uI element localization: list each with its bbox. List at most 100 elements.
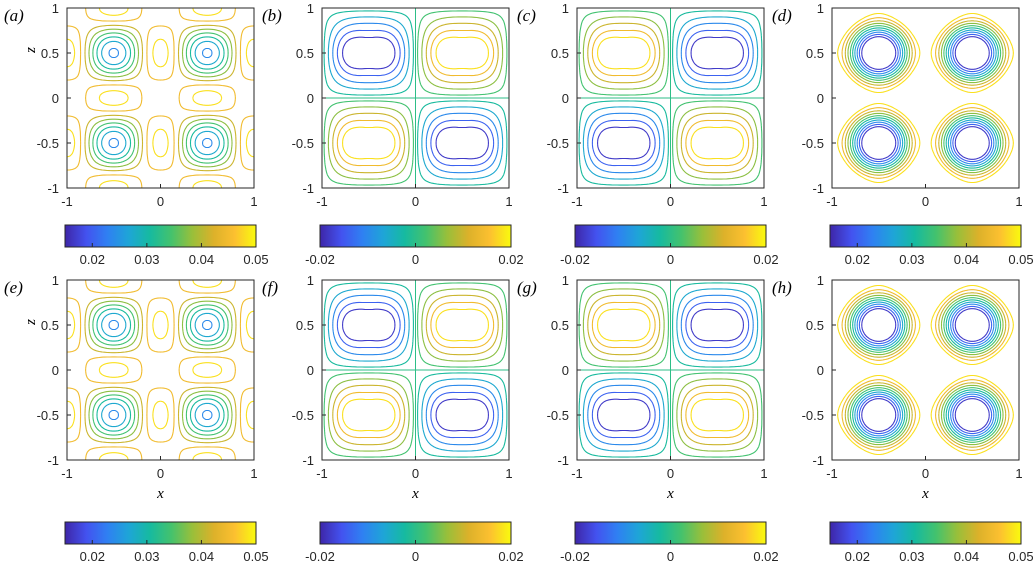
x-tick-label: 1 [760, 194, 767, 209]
colorbar-tick-label: 0.03 [134, 252, 159, 267]
contour-level [591, 29, 750, 167]
y-tick-label: -0.5 [292, 408, 314, 423]
x-tick-label: 0 [412, 194, 419, 209]
contour-level [587, 294, 754, 446]
colorbar-gradient [829, 521, 1022, 545]
x-tick-label: 0 [157, 466, 164, 481]
colorbar-tick-label: 0 [667, 549, 674, 564]
colorbar-tick-label: 0.03 [134, 549, 159, 564]
contour-level [837, 284, 1014, 456]
contour-level [88, 300, 233, 440]
contour-level [84, 296, 237, 444]
colorbar-gradient [64, 224, 257, 248]
contour-level [858, 33, 993, 163]
contour-level [578, 10, 763, 186]
x-tick-label: 0 [412, 466, 419, 481]
colorbar-tick-label: 0.02 [845, 549, 870, 564]
colorbar-tick-label: 0.02 [80, 252, 105, 267]
y-tick-label: -1 [47, 453, 59, 468]
contour-lines [323, 10, 508, 186]
colorbar-tick-label: -0.02 [560, 549, 590, 564]
contour-level [332, 22, 499, 174]
y-tick-label: -1 [557, 453, 569, 468]
contour-level [108, 47, 213, 149]
contour-level [591, 301, 750, 439]
contour-level [844, 292, 1007, 448]
contour-level [587, 22, 754, 174]
contour-level [852, 27, 999, 169]
x-tick-label: -1 [571, 466, 583, 481]
colorbar-tick-label: 0 [667, 252, 674, 267]
contour-lines [837, 12, 1014, 184]
contour-lines [67, 280, 254, 460]
y-tick-label: 1 [52, 273, 59, 288]
contour-level [854, 29, 997, 167]
y-tick-label: -1 [302, 181, 314, 196]
colorbar-tick-label: -0.02 [305, 252, 335, 267]
contour-level [108, 319, 213, 421]
contour-level [861, 36, 990, 160]
colorbar-tick-label: 0.04 [189, 252, 214, 267]
panel-d: -1 0 1 1 0.5 0 -0.5 -1 (d) 0.02 0.03 0.04 0.05 [772, 1, 1033, 267]
y-tick-label: -0.5 [547, 408, 569, 423]
contour-level [591, 29, 750, 167]
colorbar-gradient [64, 521, 257, 545]
contour-level [342, 36, 489, 160]
colorbar: 0.02 0.03 0.04 0.05 [64, 521, 269, 564]
panel-label: (f) [262, 278, 278, 297]
colorbar-tick-label: 0.02 [498, 549, 523, 564]
y-tick-label: 0.5 [296, 318, 314, 333]
x-tick-label: 1 [250, 466, 257, 481]
contour-lines [578, 282, 763, 458]
colorbar-tick-label: 0.05 [1008, 549, 1033, 564]
y-tick-label: 1 [562, 273, 569, 288]
contour-level [336, 301, 495, 439]
panel-label: (g) [517, 278, 537, 297]
panel-label: (a) [4, 6, 24, 25]
y-tick-label: 0 [52, 363, 59, 378]
colorbar-tick-label: 0.05 [243, 252, 268, 267]
x-tick-label: -1 [61, 466, 73, 481]
colorbar-tick-label: 0.02 [753, 549, 778, 564]
x-tick-label: -1 [316, 466, 328, 481]
y-tick-label: -1 [812, 453, 824, 468]
contour-level [336, 301, 495, 439]
x-tick-label: 0 [667, 194, 674, 209]
x-tick-label: -1 [316, 194, 328, 209]
panel-label: (e) [4, 278, 23, 297]
contour-level [578, 10, 763, 186]
colorbar: 0.02 0.03 0.04 0.05 [829, 224, 1033, 267]
contour-level [336, 29, 495, 167]
contour-level [856, 303, 995, 437]
contour-level [67, 8, 254, 188]
contour-level [332, 294, 499, 446]
x-tick-label: 1 [760, 466, 767, 481]
y-tick-label: 1 [307, 273, 314, 288]
y-tick-label: 0 [52, 91, 59, 106]
y-tick-label: -1 [302, 453, 314, 468]
contour-level [858, 305, 993, 435]
panel-f: -1 0 1 1 0.5 0 -0.5 -1 (f) x -0.02 0 0.02 [262, 273, 524, 564]
panel-label: (h) [772, 278, 792, 297]
panel-label: (b) [262, 6, 282, 25]
y-axis-label: z [23, 319, 39, 326]
colorbar-tick-label: 0.04 [954, 549, 979, 564]
contour-level [327, 16, 504, 180]
y-tick-label: -0.5 [802, 136, 824, 151]
y-tick-label: 0 [307, 363, 314, 378]
panel-c: -1 0 1 1 0.5 0 -0.5 -1 (c) -0.02 0 0.02 [517, 1, 779, 267]
colorbar: -0.02 0 0.02 [305, 224, 524, 267]
contour-level [101, 40, 220, 156]
contour-level [578, 282, 763, 458]
contour-level [342, 308, 489, 432]
panel-b: -1 0 1 1 0.5 0 -0.5 -1 (b) -0.02 0 0.02 [262, 1, 524, 267]
panel-a: -1 0 1 1 0.5 0 -0.5 -1 (a) z 0.02 0.03 0.04 0.05 [4, 1, 269, 267]
contour-level [597, 36, 744, 160]
panel-h: -1 0 1 1 0.5 0 -0.5 -1 (h) x 0.02 0.03 0.04 0.05 [772, 273, 1033, 564]
y-tick-label: 0 [817, 363, 824, 378]
contour-level [582, 16, 759, 180]
y-tick-label: 1 [817, 273, 824, 288]
colorbar: 0.02 0.03 0.04 0.05 [829, 521, 1033, 564]
x-tick-label: 0 [922, 194, 929, 209]
colorbar-tick-label: 0.05 [243, 549, 268, 564]
